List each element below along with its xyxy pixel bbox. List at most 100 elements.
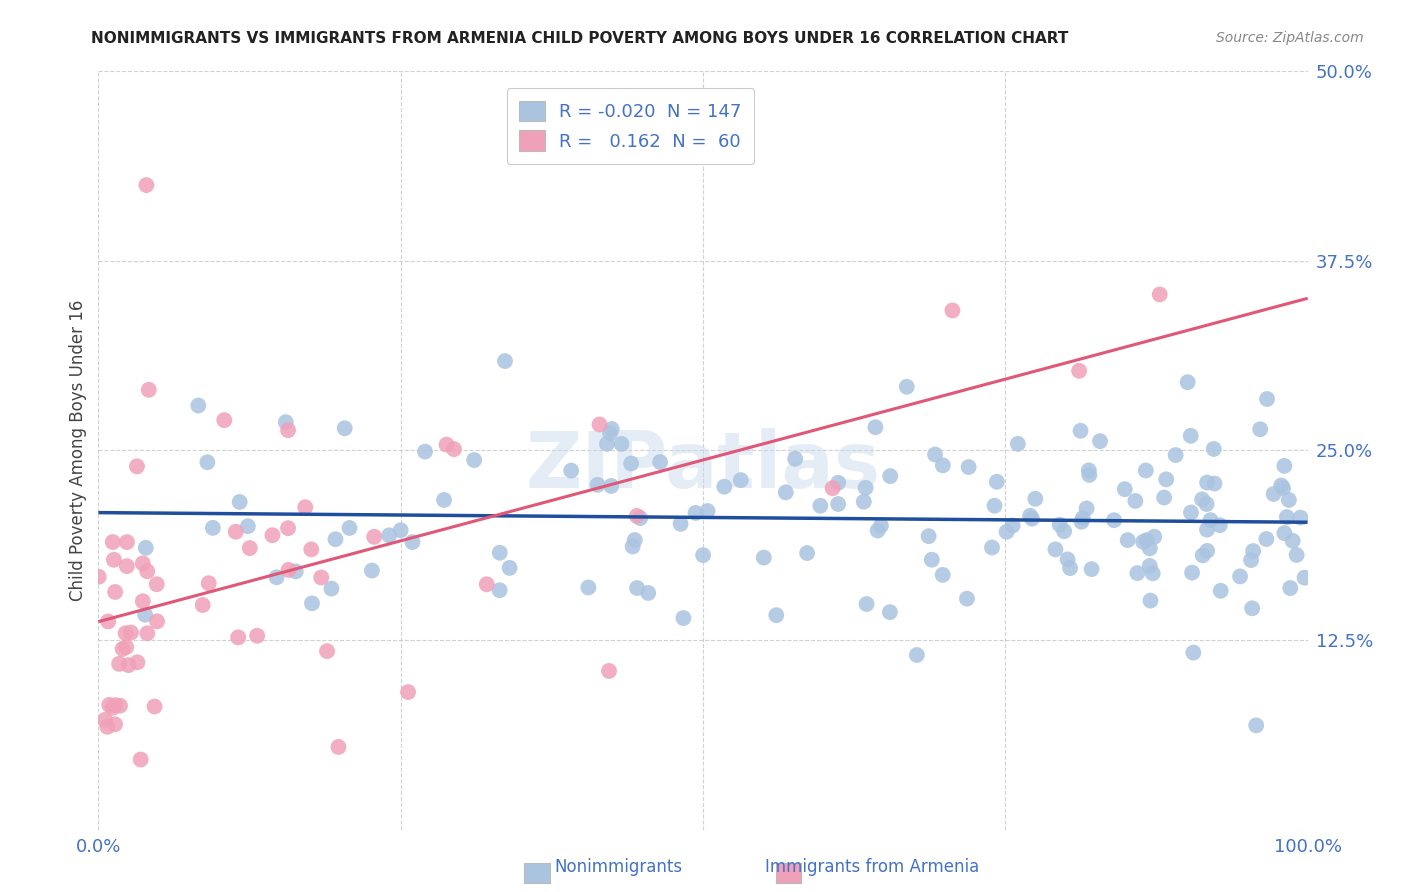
Point [1070,515,1092,529]
Point [752,550,775,565]
Point [498,561,520,575]
Point [1126,566,1149,581]
Point [1275,510,1298,524]
Point [1244,718,1267,732]
Point [1256,532,1278,546]
Point [266,570,288,584]
Point [1019,508,1042,523]
Point [138,383,160,397]
Point [796,546,818,560]
Point [588,417,610,432]
Point [1125,494,1147,508]
Point [108,698,131,713]
Point [316,644,339,658]
Point [378,528,401,542]
Point [1197,475,1219,490]
Point [669,516,692,531]
Point [94,713,117,727]
Point [1202,442,1225,456]
Point [127,655,149,669]
Point [463,453,485,467]
Point [104,585,127,599]
Text: NONIMMIGRANTS VS IMMIGRANTS FROM ARMENIA CHILD POVERTY AMONG BOYS UNDER 16 CORRE: NONIMMIGRANTS VS IMMIGRANTS FROM ARMENIA… [91,31,1069,46]
Point [1149,287,1171,301]
Point [115,640,138,654]
Point [692,548,714,562]
Point [1071,511,1094,525]
Point [827,497,849,511]
Point [321,582,343,596]
Point [600,422,623,436]
Point [1088,434,1111,449]
Point [896,380,918,394]
Point [136,626,159,640]
Point [475,577,498,591]
Y-axis label: Child Poverty Among Boys Under 16: Child Poverty Among Boys Under 16 [69,300,87,601]
Point [1080,562,1102,576]
Point [225,524,247,539]
Point [1181,566,1204,580]
Point [730,473,752,487]
Point [1024,491,1046,506]
Point [1294,571,1316,585]
Point [1153,491,1175,505]
Point [1102,513,1125,527]
Point [1240,553,1263,567]
Point [855,481,877,495]
Point [1285,548,1308,562]
Point [931,567,953,582]
Point [626,581,648,595]
Point [114,626,136,640]
Point [136,564,159,578]
Point [1078,467,1101,482]
Point [494,354,516,368]
Point [389,523,412,537]
Point [339,521,361,535]
Point [277,423,299,437]
Point [87,570,110,584]
Point [120,625,142,640]
Point [808,499,831,513]
Point [1059,561,1081,575]
Point [436,437,458,451]
Point [713,480,735,494]
Point [1142,566,1164,581]
Point [299,542,322,557]
Point [956,591,979,606]
Point [401,535,423,549]
Point [637,586,659,600]
Point [600,479,623,493]
Point [648,455,671,469]
Point [1209,583,1232,598]
Point [246,629,269,643]
Point [924,448,946,462]
Point [1272,458,1295,473]
Point [1154,472,1177,486]
Point [135,178,157,193]
Point [1069,364,1091,378]
Point [852,494,875,508]
Point [941,303,963,318]
Point [1135,533,1157,548]
Point [610,437,633,451]
Point [443,442,465,456]
Text: Immigrants from Armenia: Immigrants from Armenia [765,858,979,876]
Point [488,546,510,560]
Point [870,518,893,533]
Point [1272,481,1295,495]
Point [986,475,1008,489]
Point [1135,463,1157,477]
Point [827,475,849,490]
Point [1263,487,1285,501]
Point [1132,534,1154,549]
Point [981,541,1004,555]
Point [328,739,350,754]
Point [1007,437,1029,451]
Text: ZIPatlas: ZIPatlas [526,427,880,504]
Point [1001,518,1024,533]
Point [560,464,582,478]
Legend: R = -0.020  N = 147, R =   0.162  N =  60: R = -0.020 N = 147, R = 0.162 N = 60 [506,88,754,164]
Point [1139,558,1161,573]
Point [325,533,347,547]
Point [274,415,297,429]
